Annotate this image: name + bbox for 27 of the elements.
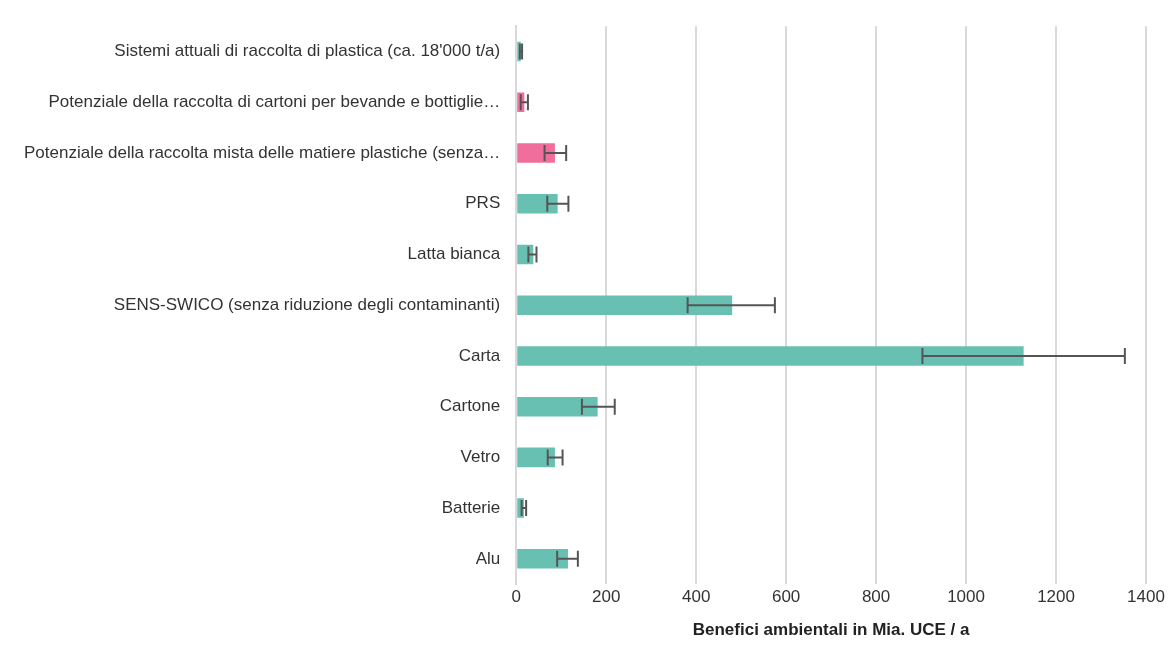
x-tick-label: 1200 (1037, 587, 1075, 607)
x-tick-label: 800 (861, 587, 891, 607)
x-tick-label: 600 (771, 587, 801, 607)
bar (517, 143, 555, 163)
bar (517, 295, 733, 315)
x-axis-title: Benefici ambientali in Mia. UCE / a (692, 620, 971, 640)
bar (517, 396, 598, 417)
x-tick-label: 0 (511, 587, 521, 607)
y-tick-label: SENS-SWICO (senza riduzione degli contaminanti) (113, 294, 501, 314)
y-tick-label: Sistemi attuali di raccolta di plastica (ca. 18'000 t/a) (114, 41, 501, 61)
x-tick-label: 1000 (947, 587, 985, 607)
x-tick-label: 1400 (1127, 587, 1165, 607)
y-tick-label: Potenziale della raccolta mista delle matiere plastiche (senza… (24, 142, 501, 162)
x-tick-label: 200 (592, 587, 621, 607)
y-tick-label: Cartone (439, 396, 501, 416)
y-tick-label: Carta (458, 345, 501, 365)
y-tick-label: Vetro (460, 447, 501, 467)
y-tick-label: Potenziale della raccolta di cartoni per bevande e bottiglie… (48, 91, 501, 111)
bar (517, 549, 568, 569)
bar (517, 193, 558, 214)
x-tick-label: 400 (681, 587, 711, 607)
y-tick-label: Alu (475, 548, 501, 568)
bar (517, 447, 555, 468)
y-tick-label: Batterie (441, 497, 501, 517)
y-tick-label: PRS (465, 193, 501, 213)
bar (517, 346, 1024, 366)
y-tick-label: Latta bianca (407, 244, 501, 264)
